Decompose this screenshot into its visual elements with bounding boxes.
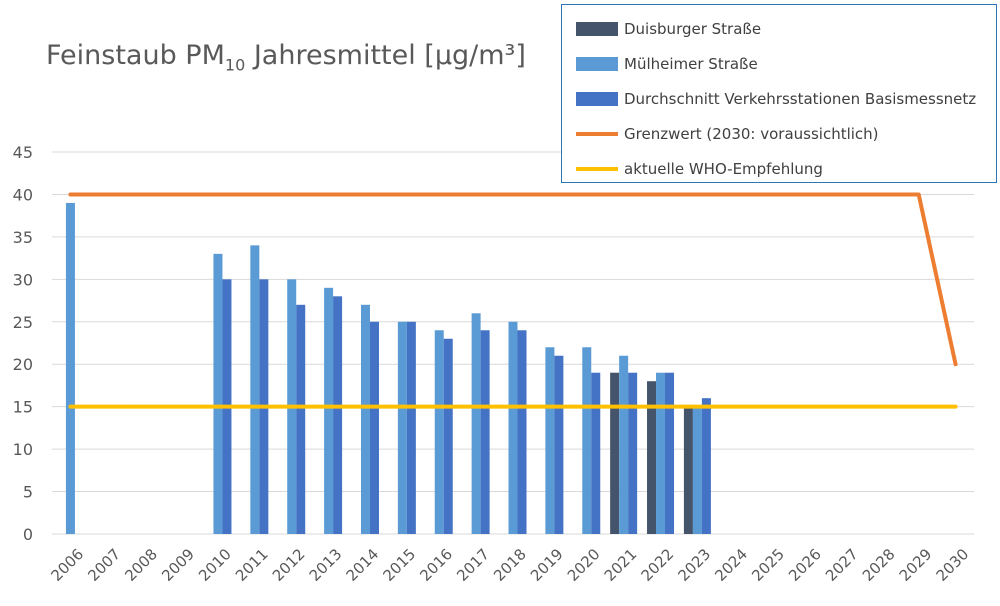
x-tick-label: 2028 [859, 545, 899, 585]
legend-label: Durchschnitt Verkehrsstationen Basismess… [624, 90, 977, 108]
bar [324, 287, 334, 534]
bar [591, 372, 601, 534]
bar [360, 304, 370, 534]
bar [554, 355, 564, 534]
bar [480, 330, 490, 534]
legend-label: Mülheimer Straße [624, 55, 758, 73]
chart-legend: Duisburger Straße Mülheimer Straße Durchsc… [561, 4, 997, 183]
x-tick-label: 2025 [748, 545, 788, 585]
x-tick-label: 2016 [416, 545, 456, 585]
legend-swatch [576, 132, 618, 136]
y-tick-label: 20 [13, 355, 33, 374]
bar [471, 313, 481, 534]
bar [610, 372, 620, 534]
bar [406, 321, 416, 534]
legend-label: Grenzwert (2030: voraussichtlich) [624, 125, 879, 143]
x-tick-label: 2022 [638, 545, 678, 585]
x-tick-label: 2007 [84, 545, 124, 585]
bar [65, 202, 75, 534]
x-tick-label: 2024 [711, 545, 751, 585]
x-tick-label: 2011 [232, 545, 272, 585]
bar [647, 381, 657, 534]
x-tick-label: 2027 [822, 545, 862, 585]
bar [692, 406, 702, 534]
x-tick-label: 2008 [121, 545, 161, 585]
bar [683, 406, 693, 534]
series-line [68, 192, 958, 367]
x-tick-label: 2029 [896, 545, 936, 585]
bar [250, 245, 260, 534]
legend-item: Duisburger Straße [576, 19, 761, 39]
legend-label: aktuelle WHO-Empfehlung [624, 160, 823, 178]
legend-swatch [576, 57, 618, 71]
bar [701, 398, 711, 534]
y-tick-label: 5 [23, 483, 33, 502]
x-tick-label: 2012 [269, 545, 309, 585]
legend-swatch [576, 167, 618, 171]
x-tick-label: 2018 [490, 545, 530, 585]
x-tick-label: 2019 [527, 545, 567, 585]
x-tick-label: 2020 [564, 545, 604, 585]
x-tick-label: 2015 [379, 545, 419, 585]
bar [296, 304, 306, 534]
bar [397, 321, 407, 534]
legend-item: aktuelle WHO-Empfehlung [576, 159, 823, 179]
x-tick-label: 2017 [453, 545, 493, 585]
bar [656, 372, 666, 534]
bar [545, 347, 555, 534]
legend-item: Durchschnitt Verkehrsstationen Basismess… [576, 89, 976, 109]
bar [443, 338, 453, 534]
y-tick-label: 45 [13, 143, 33, 162]
y-tick-label: 30 [13, 270, 33, 289]
legend-item: Mülheimer Straße [576, 54, 758, 74]
bar [628, 372, 638, 534]
legend-item: Grenzwert (2030: voraussichtlich) [576, 124, 879, 144]
legend-swatch [576, 22, 618, 36]
y-tick-label: 40 [13, 185, 33, 204]
x-tick-label: 2023 [674, 545, 714, 585]
chart-title: Feinstaub PM10 Jahresmittel [µg/m³] [46, 40, 526, 75]
x-tick-label: 2010 [195, 545, 235, 585]
bar [508, 321, 518, 534]
y-tick-label: 25 [13, 313, 33, 332]
legend-swatch [576, 92, 618, 106]
bar [333, 296, 343, 534]
y-tick-label: 15 [13, 398, 33, 417]
x-tick-label: 2006 [48, 545, 88, 585]
y-tick-label: 0 [23, 525, 33, 544]
legend-label: Duisburger Straße [624, 20, 762, 38]
bar [213, 253, 223, 534]
bar [582, 347, 592, 534]
x-tick-label: 2009 [158, 545, 198, 585]
bar [369, 321, 379, 534]
y-tick-label: 35 [13, 228, 33, 247]
bar [434, 330, 444, 534]
x-tick-label: 2013 [306, 545, 346, 585]
x-tick-label: 2014 [343, 545, 383, 585]
x-tick-label: 2030 [933, 545, 973, 585]
x-tick-label: 2021 [601, 545, 641, 585]
bar [619, 355, 629, 534]
bar [517, 330, 527, 534]
bar [665, 372, 675, 534]
y-tick-label: 10 [13, 440, 33, 459]
x-tick-label: 2026 [785, 545, 825, 585]
